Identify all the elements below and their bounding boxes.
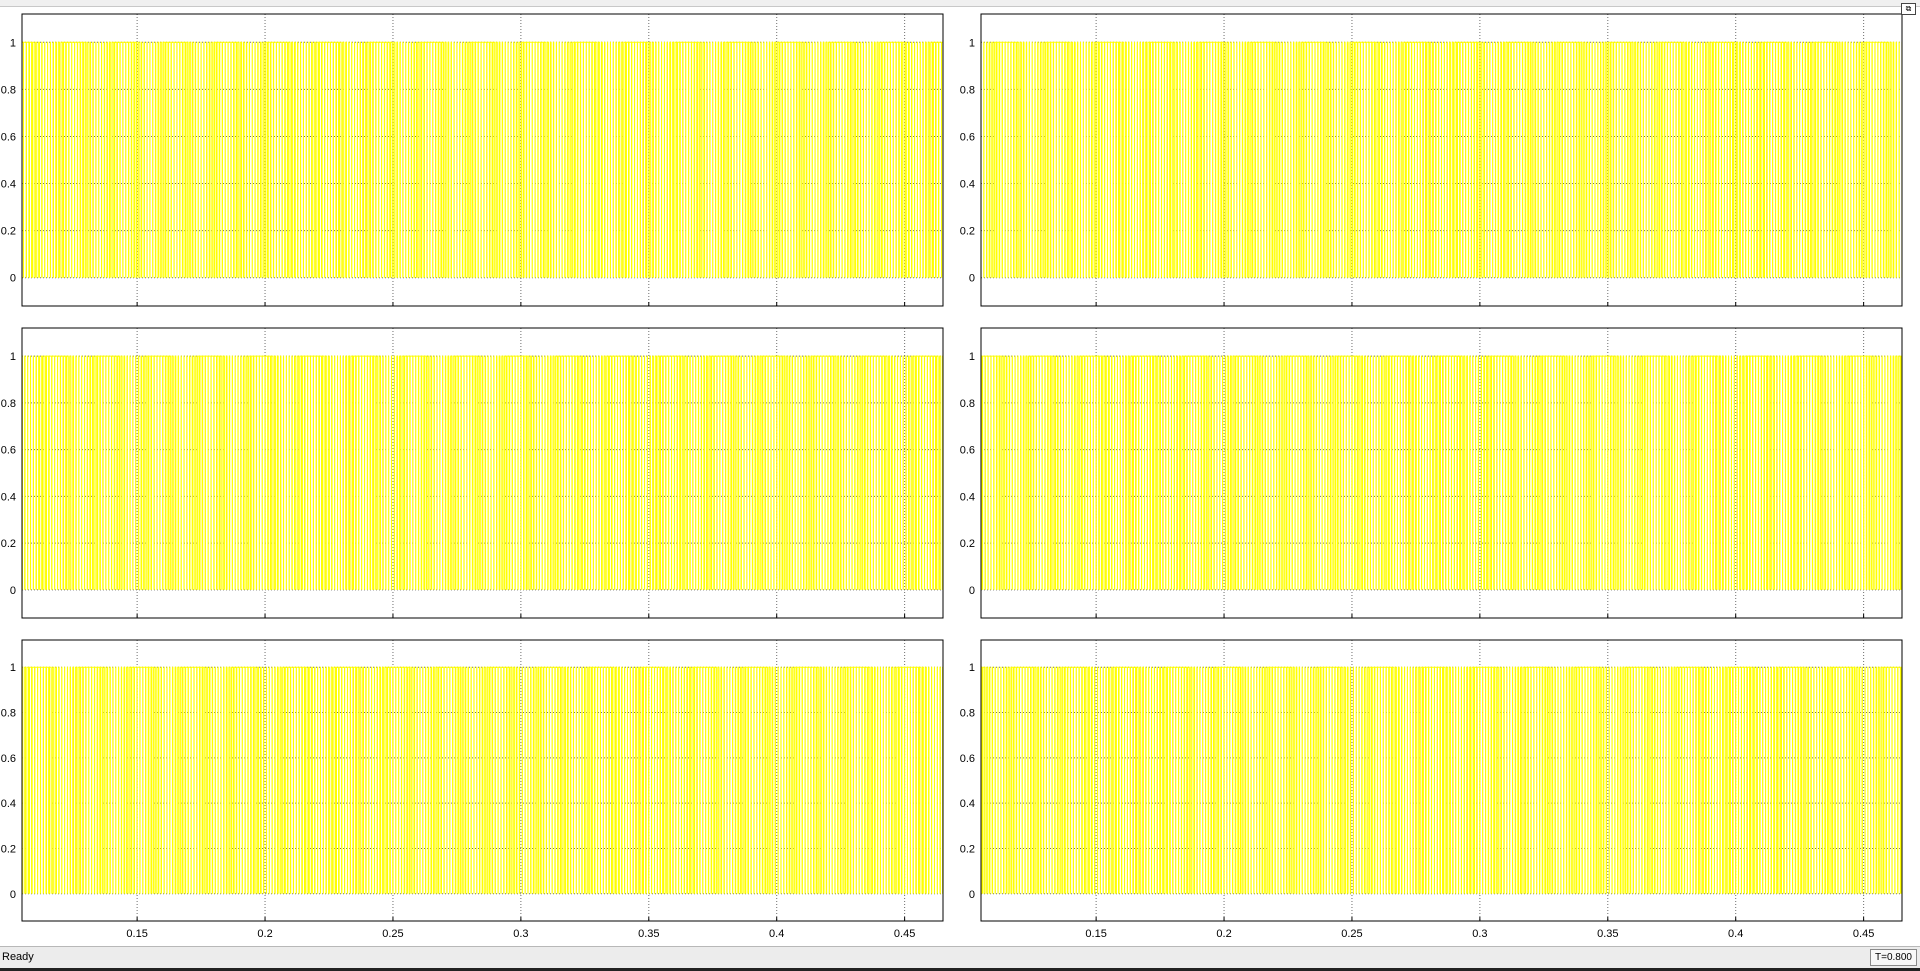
- pwm-signal-trace: [22, 41, 943, 278]
- y-tick-label: 0.4: [960, 798, 975, 810]
- pwm-signal-trace: [981, 355, 1902, 590]
- scope-panel-3: 0 0.2 0.4 0.6 0.8 1: [1, 327, 944, 619]
- y-tick-label: 0.2: [960, 843, 975, 855]
- y-tick-label: 0.2: [960, 538, 975, 550]
- scope-panel-1: 0 0.2 0.4 0.6 0.8 1: [1, 13, 944, 307]
- y-tick-label: 0.6: [960, 753, 975, 765]
- undock-button[interactable]: ⧉: [1901, 3, 1916, 15]
- y-tick-label: 0.4: [1, 179, 16, 191]
- y-tick-label: 0.8: [1, 398, 16, 410]
- y-tick-label: 1: [969, 662, 975, 674]
- y-tick-label: 0.6: [1, 753, 16, 765]
- scope-plots: 0 0.2 0.4 0.6 0.8 1 0 0.2 0.4 0.6 0.8 1 0 0.2 0.4 0.6 0.…: [1, 13, 1903, 940]
- scope-panel-6: 0 0.2 0.4 0.6 0.8 1 0.15 0.2 0.25 0.3 0.35 0.4 0.45: [960, 639, 1903, 940]
- y-tick-label: 1: [969, 37, 975, 49]
- pwm-signal-trace: [22, 355, 943, 590]
- undock-icon: ⧉: [1905, 4, 1912, 13]
- x-tick-label: 0.15: [1085, 928, 1106, 940]
- plot-background: [981, 640, 1902, 921]
- y-tick-label: 0.8: [1, 84, 16, 96]
- window-bottom-edge: [0, 968, 1920, 971]
- pwm-signal-trace: [22, 666, 943, 894]
- x-tick-label: 0.15: [126, 928, 147, 940]
- y-tick-label: 0: [969, 889, 975, 901]
- pwm-signal-trace: [981, 41, 1902, 278]
- y-tick-label: 0.6: [1, 131, 16, 143]
- x-tick-label: 0.4: [769, 928, 784, 940]
- y-tick-label: 1: [10, 662, 16, 674]
- y-tick-label: 0.8: [1, 708, 16, 720]
- y-tick-label: 0.4: [960, 179, 975, 191]
- y-tick-label: 0: [10, 273, 16, 285]
- y-tick-label: 0.4: [1, 491, 16, 503]
- axes-frame: [980, 327, 1903, 619]
- axes-frame: [980, 639, 1903, 922]
- axes-frame: [980, 13, 1903, 307]
- y-tick-label: 1: [10, 37, 16, 49]
- plot-background: [22, 14, 943, 306]
- y-tick-label: 0.8: [960, 398, 975, 410]
- y-tick-label: 0: [969, 273, 975, 285]
- y-tick-label: 0.4: [960, 491, 975, 503]
- y-tick-label: 0.2: [960, 226, 975, 238]
- x-tick-label: 0.3: [513, 928, 528, 940]
- x-tick-label: 0.2: [1216, 928, 1231, 940]
- y-tick-label: 0.6: [960, 131, 975, 143]
- y-tick-label: 0.4: [1, 798, 16, 810]
- status-bar: Ready T=0.800: [0, 946, 1920, 968]
- y-tick-label: 0.2: [1, 843, 16, 855]
- y-tick-label: 0: [969, 585, 975, 597]
- y-tick-label: 0.8: [960, 84, 975, 96]
- axes-frame: [21, 327, 944, 619]
- window-top-strip: [0, 0, 1920, 7]
- x-tick-label: 0.45: [1853, 928, 1874, 940]
- y-tick-label: 0.2: [1, 538, 16, 550]
- y-tick-label: 0.8: [960, 708, 975, 720]
- axes-frame: [21, 639, 944, 922]
- pwm-signal-trace: [981, 666, 1902, 894]
- scope-panel-5: 0 0.2 0.4 0.6 0.8 1 0.15 0.2 0.25 0.3 0.35 0.4 0.45: [1, 639, 944, 940]
- scope-panel-4: 0 0.2 0.4 0.6 0.8 1: [960, 327, 1903, 619]
- y-tick-label: 0.6: [1, 445, 16, 457]
- axes-frame: [21, 13, 944, 307]
- x-tick-label: 0.25: [1341, 928, 1362, 940]
- x-tick-label: 0.45: [894, 928, 915, 940]
- status-text: Ready: [2, 951, 34, 963]
- x-tick-label: 0.3: [1472, 928, 1487, 940]
- y-tick-label: 1: [10, 351, 16, 363]
- scope-display: 0 0.2 0.4 0.6 0.8 1 0 0.2 0.4 0.6 0.8 1 0 0.2 0.4 0.6 0.…: [0, 0, 1920, 940]
- y-tick-label: 0: [10, 585, 16, 597]
- x-tick-label: 0.25: [382, 928, 403, 940]
- scope-panel-2: 0 0.2 0.4 0.6 0.8 1: [960, 13, 1903, 307]
- y-tick-label: 1: [969, 351, 975, 363]
- x-tick-label: 0.35: [1597, 928, 1618, 940]
- plot-background: [981, 328, 1902, 618]
- x-tick-label: 0.2: [257, 928, 272, 940]
- x-tick-label: 0.4: [1728, 928, 1743, 940]
- y-tick-label: 0.6: [960, 445, 975, 457]
- x-tick-label: 0.35: [638, 928, 659, 940]
- y-tick-label: 0.2: [1, 226, 16, 238]
- y-tick-label: 0: [10, 889, 16, 901]
- simulation-time: T=0.800: [1870, 949, 1917, 966]
